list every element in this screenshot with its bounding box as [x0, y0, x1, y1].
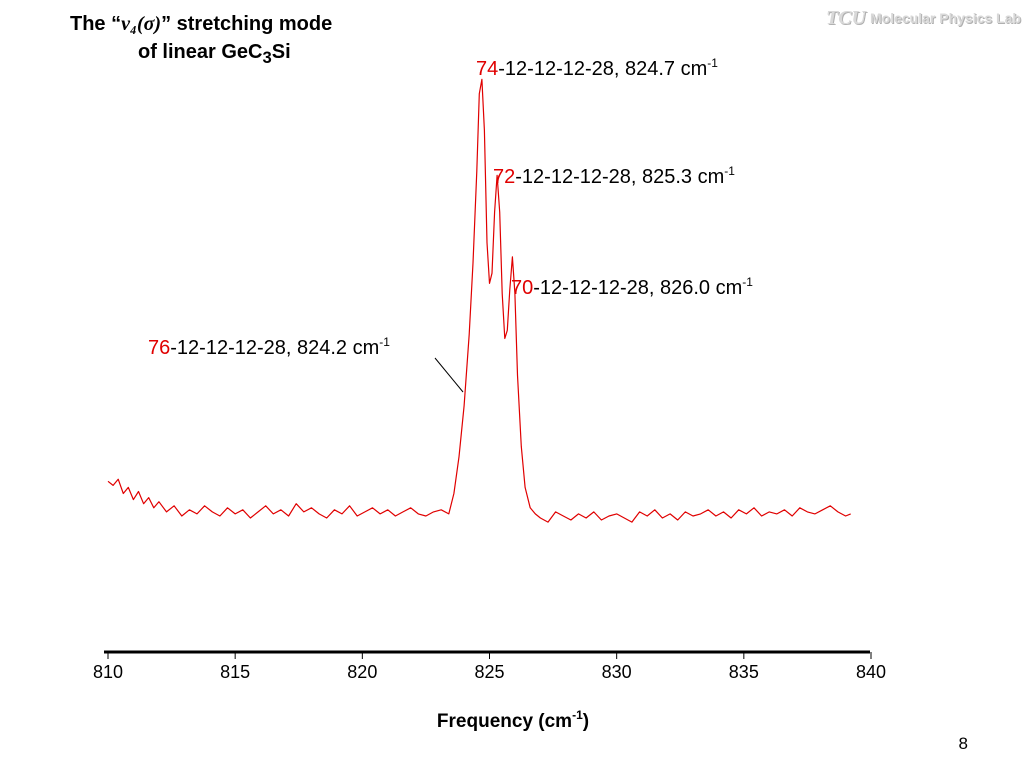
- slide-title: The “ν₄(σ)” stretching mode of linear Ge…: [70, 10, 430, 72]
- tcu-logo-mark: TCU: [826, 6, 866, 29]
- x-axis-title: Frequency (cm-1): [437, 708, 589, 732]
- annotation-leader-76: [434, 357, 464, 393]
- annotation-70: 70-12-12-12-28, 826.0 cm-1: [511, 275, 753, 299]
- page-number: 8: [958, 734, 968, 753]
- annotation-72-sup: -1: [724, 164, 735, 178]
- x-tick-label-825: 825: [474, 662, 504, 682]
- annotation-70-isotope: 70: [511, 277, 533, 299]
- annotation-74-isotope: 74: [476, 58, 498, 80]
- title-symbol: ν₄(σ): [121, 13, 162, 35]
- annotation-76-isotope: 76: [148, 337, 170, 359]
- annotation-72: 72-12-12-12-28, 825.3 cm-1: [493, 164, 735, 188]
- x-axis-title-main: Frequency (cm: [437, 711, 572, 732]
- title-line2-sub: 3: [262, 48, 272, 67]
- annotation-70-text: -12-12-12-28, 826.0 cm: [533, 277, 742, 299]
- title-line2: of linear GeC3Si: [70, 38, 430, 72]
- annotation-76-text: -12-12-12-28, 824.2 cm: [170, 337, 379, 359]
- annotation-74: 74-12-12-12-28, 824.7 cm-1: [476, 56, 718, 80]
- title-line2-prefix: of linear GeC: [138, 41, 263, 63]
- annotation-76: 76-12-12-12-28, 824.2 cm-1: [148, 335, 390, 359]
- annotation-72-isotope: 72: [493, 166, 515, 188]
- x-tick-label-830: 830: [602, 662, 632, 682]
- x-tick-label-820: 820: [347, 662, 377, 682]
- title-suffix: ” stretching mode: [161, 13, 333, 35]
- x-axis-title-sup: -1: [572, 708, 583, 722]
- annotation-72-text: -12-12-12-28, 825.3 cm: [515, 166, 724, 188]
- lab-logo: TCU Molecular Physics Lab: [826, 6, 1021, 30]
- annotation-74-text: -12-12-12-28, 824.7 cm: [498, 58, 707, 80]
- spectrum-line: [107, 78, 851, 523]
- lab-logo-text: Molecular Physics Lab: [870, 10, 1021, 26]
- title-prefix: The “: [70, 13, 122, 35]
- x-axis-ticks: 810 815 820 825 830 835 840: [93, 652, 886, 682]
- annotation-70-sup: -1: [742, 275, 753, 289]
- annotation-74-sup: -1: [707, 56, 718, 70]
- title-line2-suffix: Si: [271, 41, 291, 63]
- x-tick-label-835: 835: [729, 662, 759, 682]
- x-tick-label-810: 810: [93, 662, 123, 682]
- x-tick-label-840: 840: [856, 662, 886, 682]
- annotation-76-sup: -1: [379, 335, 390, 349]
- x-tick-label-815: 815: [220, 662, 250, 682]
- x-axis-title-end: ): [583, 711, 589, 732]
